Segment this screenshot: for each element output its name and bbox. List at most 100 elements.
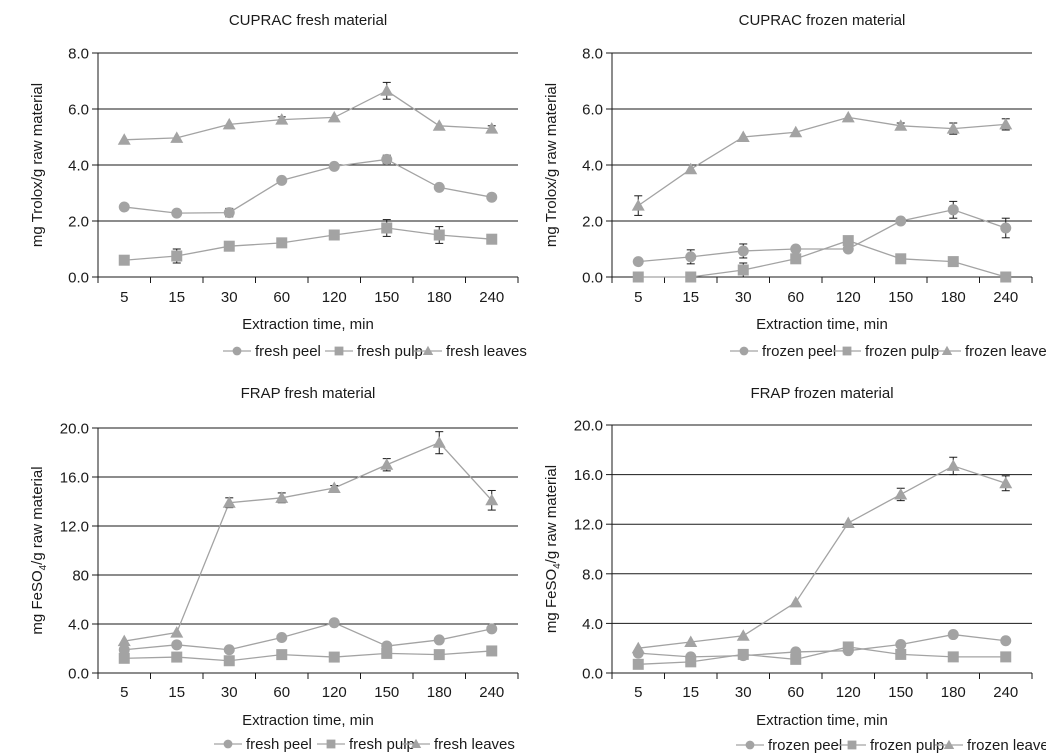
data-point [117, 133, 131, 145]
data-point [328, 229, 340, 241]
legend-label: frozen pulp [870, 737, 944, 754]
legend-label: fresh pulp [349, 736, 415, 753]
x-tick-label: 15 [682, 684, 699, 701]
data-point [946, 122, 960, 134]
data-point [631, 641, 645, 654]
legend-marker [739, 346, 749, 356]
x-tick-label: 5 [120, 684, 128, 701]
data-point [841, 516, 855, 528]
series-circle [118, 617, 498, 656]
legend-label: frozen pulp [865, 343, 939, 360]
x-tick-label: 60 [273, 684, 290, 701]
legend-label: frozen peel [762, 343, 836, 360]
y-tick-label: 0.0 [68, 270, 89, 287]
data-point [842, 243, 854, 255]
legend-marker [232, 346, 242, 356]
x-tick-label: 150 [374, 684, 399, 701]
y-axis-label-subscript: 4 [38, 564, 49, 570]
legend-label: fresh leaves [446, 343, 527, 360]
data-point [117, 634, 131, 647]
data-point [118, 201, 130, 213]
data-point [631, 199, 645, 211]
chart-panel-2: CUPRAC frozen material 0.0 2.0 4.0 6.0 8.0 5 15… [543, 12, 1046, 360]
data-point [842, 235, 854, 247]
data-point [328, 651, 340, 663]
legend-marker [422, 345, 434, 355]
series-square [118, 219, 498, 266]
x-tick-label: 60 [273, 289, 290, 306]
data-point [485, 493, 499, 506]
data-point [737, 264, 749, 276]
y-tick-label: 6.0 [582, 102, 603, 119]
data-point [1000, 271, 1012, 283]
x-axis-label: Extraction time, min [242, 316, 374, 333]
x-tick-label: 60 [787, 289, 804, 306]
series-line [638, 646, 1006, 665]
y-tick-label: 16.0 [60, 470, 89, 487]
x-tick-label: 5 [634, 684, 642, 701]
x-tick-label: 120 [836, 684, 861, 701]
data-point [1000, 222, 1012, 234]
data-point [432, 119, 446, 131]
data-point [486, 645, 498, 657]
legend-marker [410, 738, 422, 748]
y-tick-label: 12.0 [60, 519, 89, 536]
x-tick-label: 240 [479, 684, 504, 701]
x-tick-label: 30 [735, 684, 752, 701]
data-point [841, 110, 855, 123]
x-tick-label: 30 [221, 289, 238, 306]
series-line [637, 116, 1006, 207]
series-circle [118, 153, 498, 219]
x-tick-label: 150 [374, 289, 399, 306]
y-tick-label: 4.0 [68, 158, 89, 175]
x-tick-label: 5 [120, 289, 128, 306]
legend-label: frozen leaves [965, 343, 1046, 360]
legend-marker [334, 346, 344, 356]
data-point [381, 222, 393, 234]
data-point [433, 181, 445, 193]
series-line [638, 633, 1006, 658]
data-point [223, 207, 235, 219]
data-point [433, 634, 445, 646]
y-axis-label-subscript: 4 [552, 563, 563, 569]
series-line [124, 650, 492, 662]
x-tick-label: 180 [941, 684, 966, 701]
y-tick-label: 2.0 [582, 214, 603, 231]
y-tick-label: 4.0 [582, 158, 603, 175]
x-tick-label: 240 [479, 289, 504, 306]
legend-label: fresh peel [246, 736, 312, 753]
y-tick-label: 0.0 [582, 666, 603, 683]
legend-marker [943, 739, 955, 749]
series-line [124, 227, 492, 261]
x-tick-label: 150 [888, 684, 913, 701]
series-triangle [117, 431, 499, 647]
series-line [638, 239, 1006, 278]
chart-panel-4: FRAP frozen material 0.0 4.0 8.0 12.0 16.0 20.… [543, 385, 1046, 754]
data-point [327, 110, 341, 123]
chart-title: CUPRAC frozen material [739, 12, 906, 29]
x-tick-label: 15 [168, 684, 185, 701]
series-triangle [631, 110, 1013, 216]
y-tick-label: 16.0 [574, 467, 603, 484]
y-axis-label-main: mg Trolox/g raw material [29, 83, 46, 247]
legend-label: fresh peel [255, 343, 321, 360]
data-point [895, 638, 907, 650]
legend: fresh peel fresh pulp fresh leaves [223, 343, 527, 360]
data-point [486, 623, 498, 635]
data-point [381, 647, 393, 659]
legend-label: frozen leaves [967, 737, 1046, 754]
series-line [124, 441, 493, 642]
x-axis-label: Extraction time, min [756, 316, 888, 333]
data-point [275, 491, 289, 503]
series-square [118, 645, 498, 667]
legend-marker [223, 739, 233, 749]
data-point [736, 629, 750, 641]
y-axis-label: mg FeSO4/g raw material [543, 465, 563, 633]
x-tick-label: 240 [993, 684, 1018, 701]
series-square [632, 641, 1012, 670]
data-point [433, 229, 445, 241]
data-point [789, 595, 803, 608]
y-axis-label-suffix: /g raw material [29, 466, 46, 564]
data-point [327, 481, 341, 494]
